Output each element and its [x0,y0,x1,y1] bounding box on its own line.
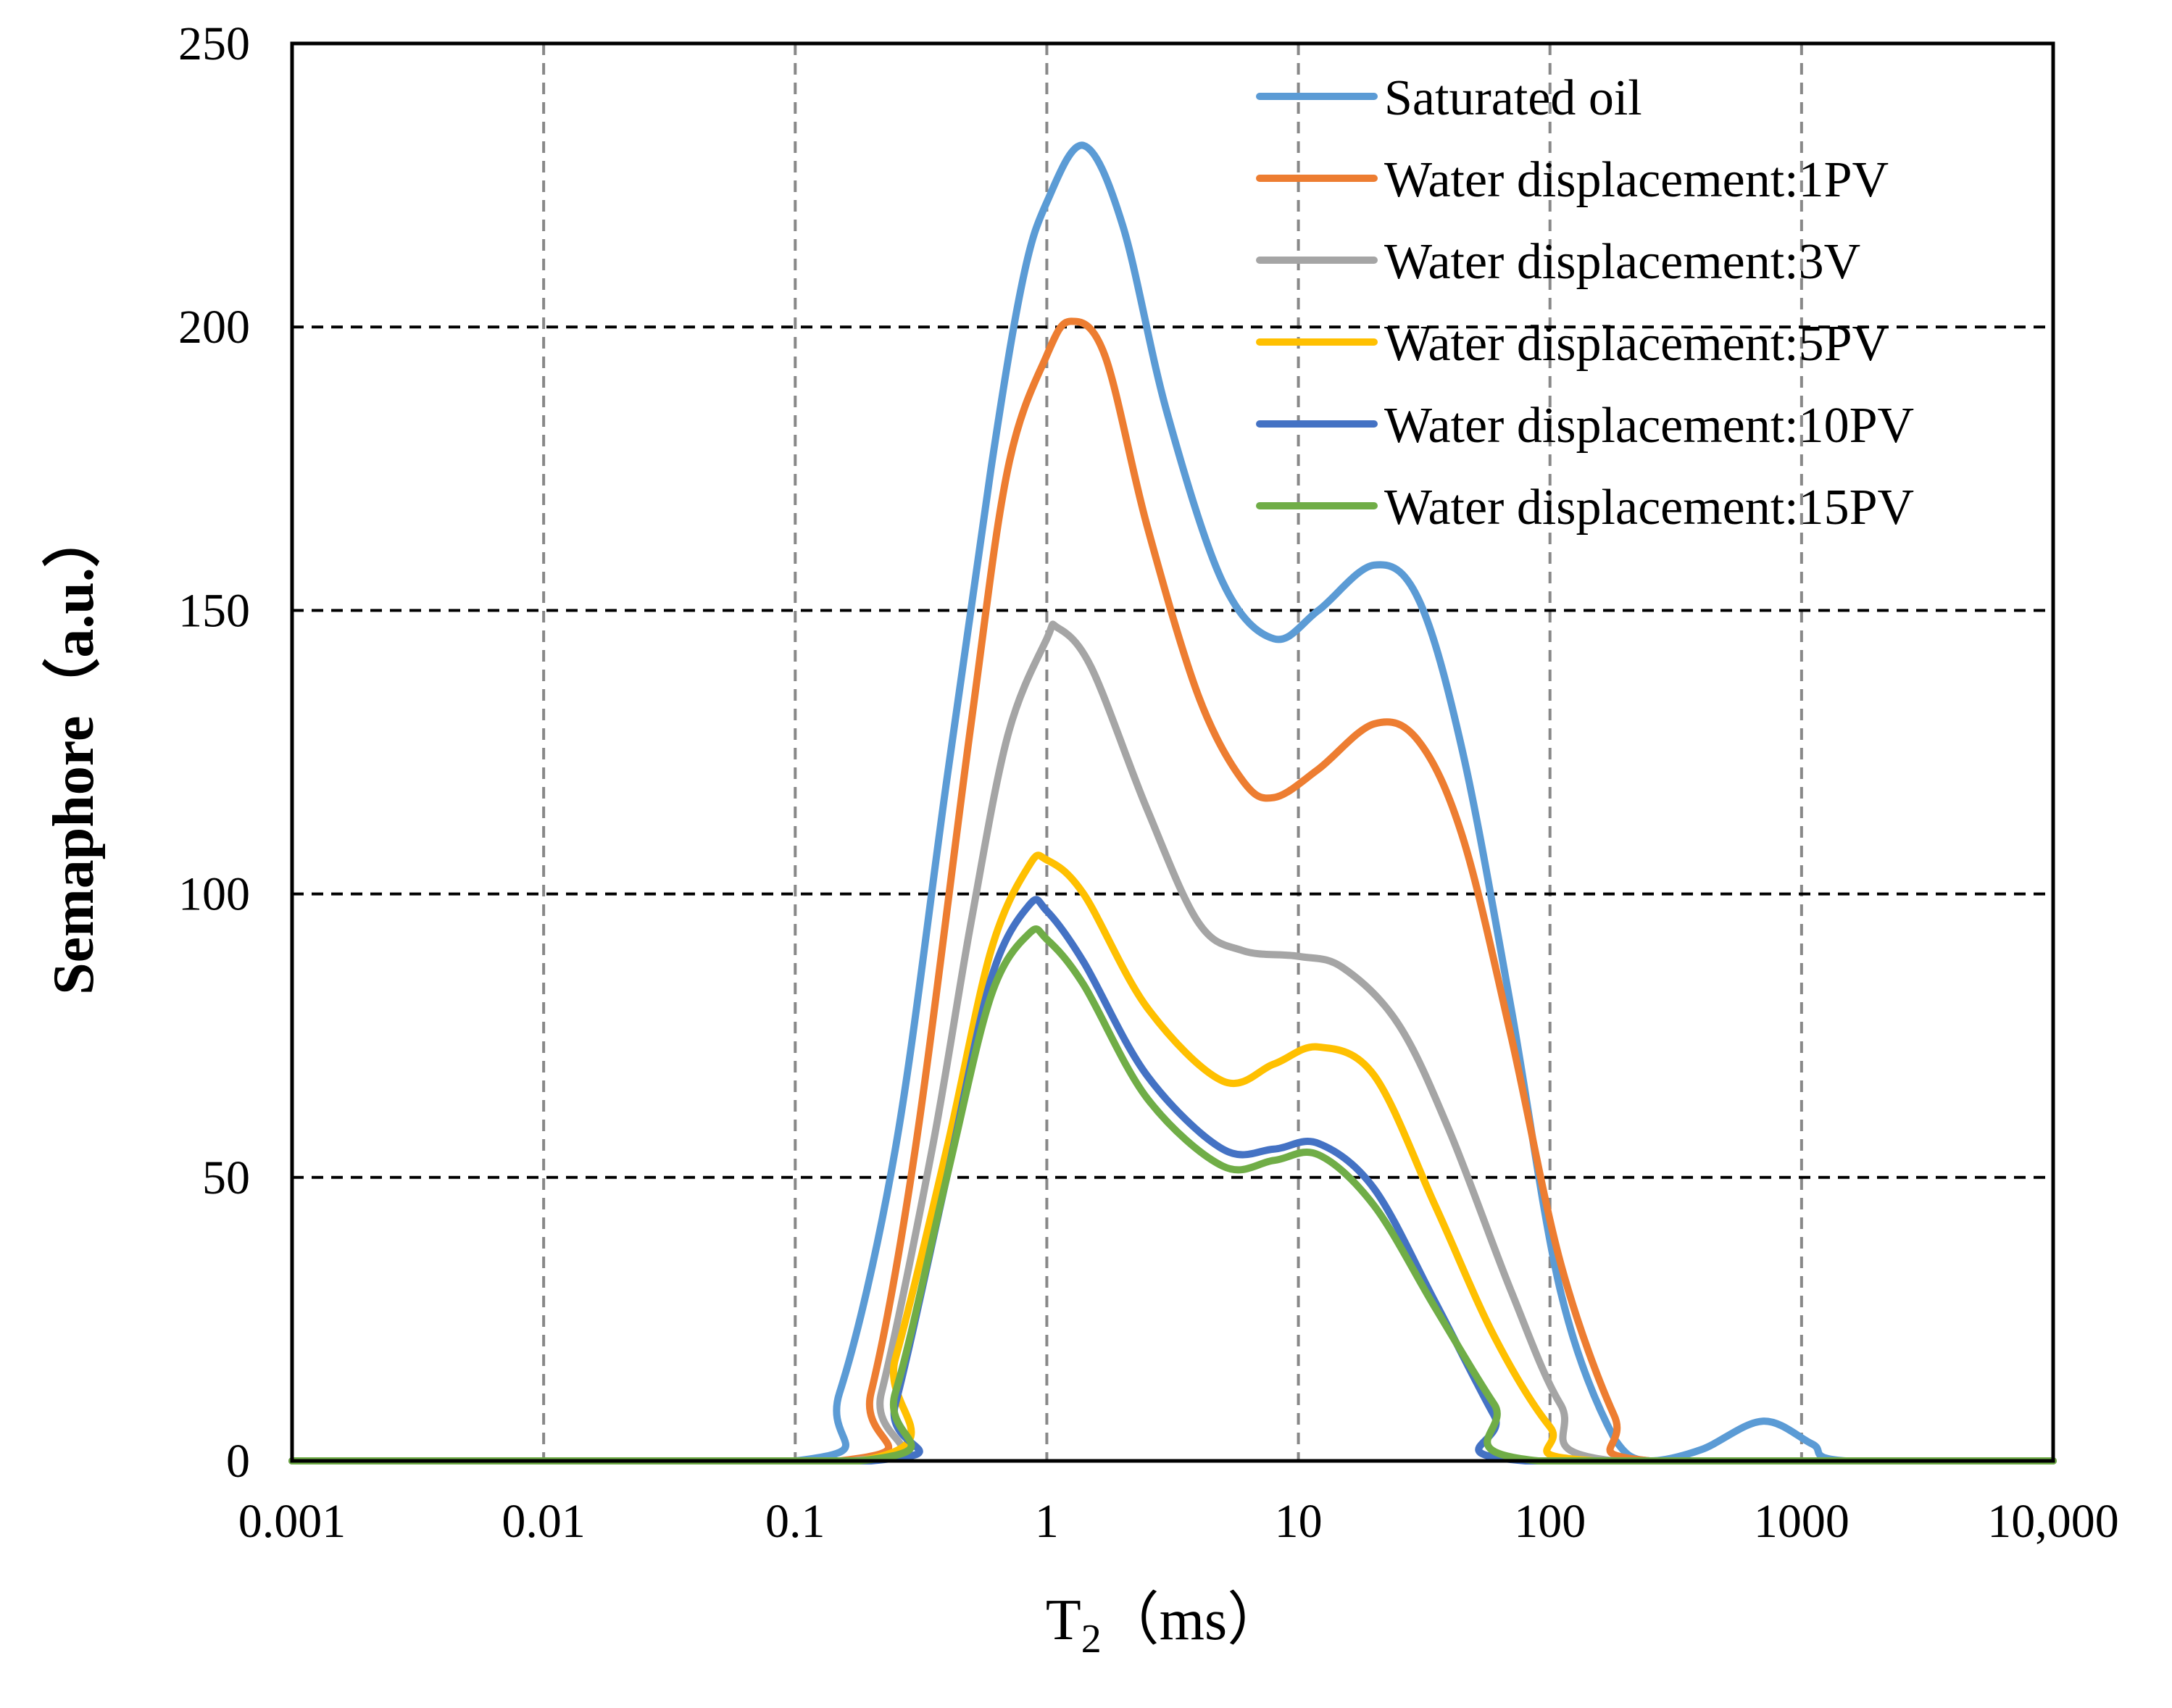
y-tick-label: 50 [202,1151,250,1204]
y-axis-title: Semaphore（a.u.） [42,509,106,995]
legend-label-2: Water displacement:3V [1384,234,1860,290]
y-tick-label: 100 [178,868,250,921]
x-axis-title-unit: （ms） [1102,1588,1285,1652]
series-line-1 [288,317,2057,1465]
legend: Saturated oil Water displacement:1PV Water… [1256,70,1914,536]
x-axis-title-main: T [1046,1588,1081,1652]
x-axis-title: T2（ms） [1046,1588,1285,1662]
x-axis-title-subscript: 2 [1081,1617,1102,1662]
series-line-3 [288,851,2057,1465]
legend-label-5: Water displacement:15PV [1384,480,1914,536]
legend-label-4: Water displacement:10PV [1384,398,1914,454]
y-tick-label: 250 [178,17,250,70]
x-tick-label: 1 [1035,1495,1059,1548]
legend-label-1: Water displacement:1PV [1384,152,1889,208]
series-line-5 [288,925,2057,1465]
series-layer [288,141,2057,1465]
x-tick-label: 0.01 [502,1495,586,1548]
plot-frame [290,41,2055,1463]
x-tick-label: 10 [1275,1495,1323,1548]
legend-label-3: Water displacement:5PV [1384,316,1889,372]
x-tick-label: 100 [1514,1495,1586,1548]
y-tick-label: 150 [178,584,250,637]
legend-label-0: Saturated oil [1384,70,1642,126]
series-line-4 [288,896,2057,1465]
y-tick-label: 200 [178,301,250,354]
tick-layer: 0.001 0.01 0.1 1 10 100 1000 10,000 0 50 100 150 200… [178,17,2119,1548]
x-tick-label: 0.001 [238,1495,346,1548]
x-tick-label: 0.1 [765,1495,825,1548]
y-tick-label: 0 [226,1435,250,1488]
series-line-2 [288,620,2057,1465]
x-tick-label: 10,000 [1987,1495,2119,1548]
x-tick-label: 1000 [1754,1495,1849,1548]
